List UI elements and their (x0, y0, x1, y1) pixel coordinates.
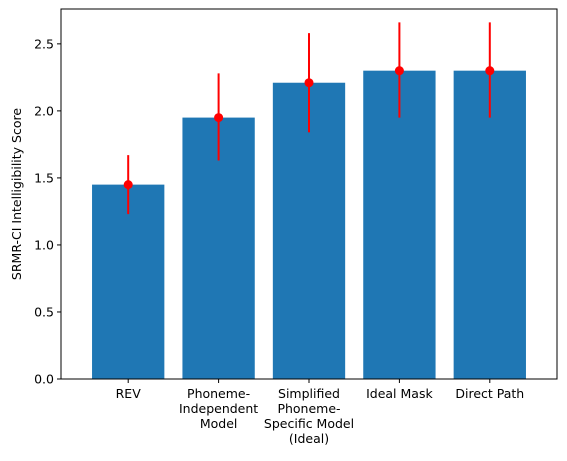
y-tick-label-0: 0.0 (34, 372, 54, 387)
mean-marker-4 (485, 66, 495, 76)
bar-0 (92, 184, 165, 379)
y-tick-label-1: 0.5 (34, 304, 54, 319)
bars (92, 70, 526, 380)
x-tick-label-2: Simplified Phoneme-Specific Model (Ideal) (264, 386, 354, 446)
x-tick-label-4: Direct Path (455, 386, 524, 401)
mean-marker-2 (304, 78, 314, 88)
mean-marker-3 (394, 66, 404, 76)
bar-3 (363, 70, 436, 380)
y-axis-title: SRMR-CI Intelligibility Score (9, 108, 24, 280)
bar-1 (182, 117, 255, 379)
y-axis: 0.0 0.5 1.0 1.5 2.0 2.5 (34, 36, 61, 387)
x-tick-label-3: Ideal Mask (366, 386, 433, 401)
y-tick-label-4: 2.0 (34, 103, 54, 118)
mean-marker-0 (123, 180, 133, 190)
y-tick-label-5: 2.5 (34, 36, 54, 51)
x-tick-label-1: Phoneme-Independent Model (179, 386, 258, 431)
y-tick-label-2: 1.0 (34, 237, 54, 252)
error-bars (123, 22, 495, 215)
y-tick-label-3: 1.5 (34, 170, 54, 185)
x-tick-label-0: REV (116, 386, 142, 401)
mean-marker-1 (214, 113, 224, 123)
bar-4 (453, 70, 526, 380)
